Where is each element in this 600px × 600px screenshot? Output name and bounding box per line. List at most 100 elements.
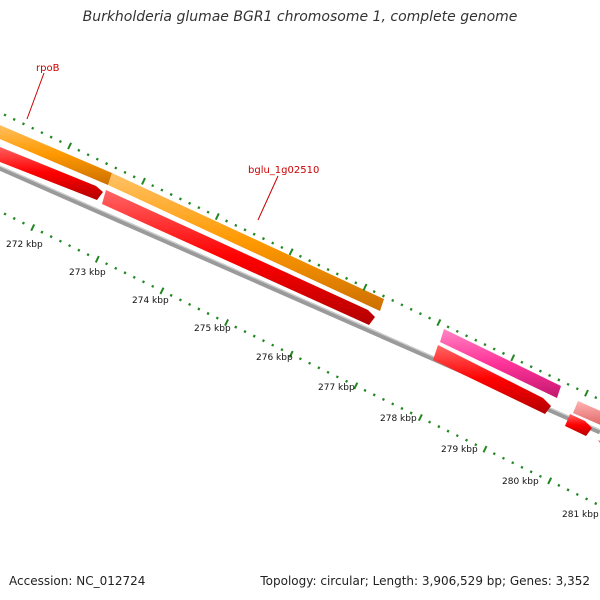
minor-tick	[381, 397, 385, 402]
minor-tick	[381, 294, 385, 298]
minor-tick	[548, 373, 552, 378]
minor-tick	[280, 245, 284, 249]
minor-tick	[12, 117, 16, 121]
minor-tick	[252, 232, 256, 236]
minor-tick	[252, 334, 256, 338]
major-tick	[214, 212, 220, 221]
minor-tick	[86, 153, 90, 157]
tick-label-275: 275 kbp	[194, 324, 231, 334]
minor-tick	[326, 268, 330, 272]
minor-tick	[529, 470, 533, 474]
tick-label-274: 274 kbp	[132, 296, 169, 306]
gene-pink[interactable]	[440, 329, 561, 398]
minor-tick	[178, 197, 182, 201]
minor-tick	[428, 420, 432, 424]
minor-tick	[68, 244, 72, 248]
minor-tick	[261, 237, 265, 241]
tick-label-273: 273 kbp	[69, 268, 106, 278]
minor-tick	[21, 122, 25, 126]
gene-bglu-outer[interactable]	[108, 173, 384, 311]
minor-tick	[372, 393, 376, 397]
minor-tick	[123, 271, 127, 275]
minor-tick	[151, 184, 155, 188]
major-tick	[141, 177, 146, 185]
major-tick	[417, 413, 423, 422]
minor-tick	[345, 276, 349, 280]
minor-tick	[105, 262, 109, 266]
major-tick	[547, 477, 553, 485]
minor-tick	[308, 259, 312, 263]
minor-tick	[483, 343, 487, 347]
tick-label-272: 272 kbp	[6, 240, 43, 250]
minor-tick	[538, 474, 542, 478]
major-tick	[353, 382, 359, 390]
minor-tick	[3, 113, 7, 117]
accession-info: Accession: NC_012724	[9, 574, 146, 588]
minor-tick	[206, 210, 210, 214]
minor-tick	[151, 284, 155, 288]
minor-tick	[474, 443, 478, 447]
minor-tick	[391, 402, 395, 406]
major-tick	[288, 350, 294, 358]
minor-tick	[455, 434, 459, 438]
tick-label-280: 280 kbp	[502, 477, 539, 487]
cds-arrow-2[interactable]	[102, 190, 375, 325]
gene-label-rpob[interactable]: rpoB	[36, 63, 60, 74]
minor-tick	[428, 316, 432, 320]
minor-tick	[77, 248, 81, 252]
map-title: Burkholderia glumae BGR1 chromosome 1, c…	[82, 9, 518, 25]
tick-label-276: 276 kbp	[256, 353, 293, 363]
minor-tick	[335, 375, 339, 379]
minor-tick	[271, 241, 275, 245]
minor-tick	[243, 330, 247, 334]
minor-tick	[566, 382, 570, 386]
cds-arrow-1[interactable]	[0, 145, 103, 200]
minor-tick	[21, 221, 25, 225]
minor-tick	[446, 429, 450, 433]
minor-tick	[49, 135, 53, 139]
major-tick	[67, 142, 73, 150]
minor-tick	[141, 280, 145, 284]
minor-tick	[575, 387, 579, 391]
minor-tick	[400, 406, 404, 411]
minor-tick	[317, 366, 321, 370]
minor-tick	[114, 266, 118, 270]
minor-tick	[529, 365, 533, 369]
minor-tick	[169, 293, 173, 297]
minor-tick	[169, 192, 173, 197]
gene-rpob-outer[interactable]	[0, 123, 112, 185]
minor-tick	[326, 370, 330, 374]
minor-tick	[363, 388, 367, 392]
minor-tick	[400, 303, 404, 307]
rpob-leader-line	[26, 72, 45, 120]
minor-tick	[317, 263, 321, 267]
minor-tick	[77, 148, 81, 152]
minor-tick	[12, 216, 16, 221]
minor-tick	[308, 361, 312, 365]
minor-tick	[123, 170, 127, 174]
minor-tick	[372, 290, 376, 294]
cds-arrow-4[interactable]	[565, 414, 592, 436]
gene-salmon[interactable]	[573, 401, 600, 426]
minor-tick	[105, 162, 109, 166]
minor-tick	[391, 298, 395, 302]
minor-tick	[132, 275, 136, 279]
tick-label-277: 277 kbp	[318, 383, 355, 393]
major-tick	[482, 445, 488, 453]
gene-label-bglu[interactable]: bglu_1g02510	[248, 165, 319, 176]
major-tick	[288, 248, 294, 256]
minor-tick	[446, 325, 450, 329]
major-tick	[510, 354, 516, 362]
minor-tick	[280, 348, 284, 352]
minor-tick	[492, 452, 496, 456]
minor-tick	[58, 239, 62, 243]
minor-tick	[271, 343, 275, 347]
minor-tick	[31, 126, 35, 130]
minor-tick	[40, 230, 44, 234]
cds-arrow-3[interactable]	[433, 345, 551, 414]
tick-label-279: 279 kbp	[441, 445, 478, 455]
minor-tick	[234, 223, 238, 227]
minor-tick	[465, 334, 469, 338]
tick-label-278: 278 kbp	[380, 414, 417, 424]
